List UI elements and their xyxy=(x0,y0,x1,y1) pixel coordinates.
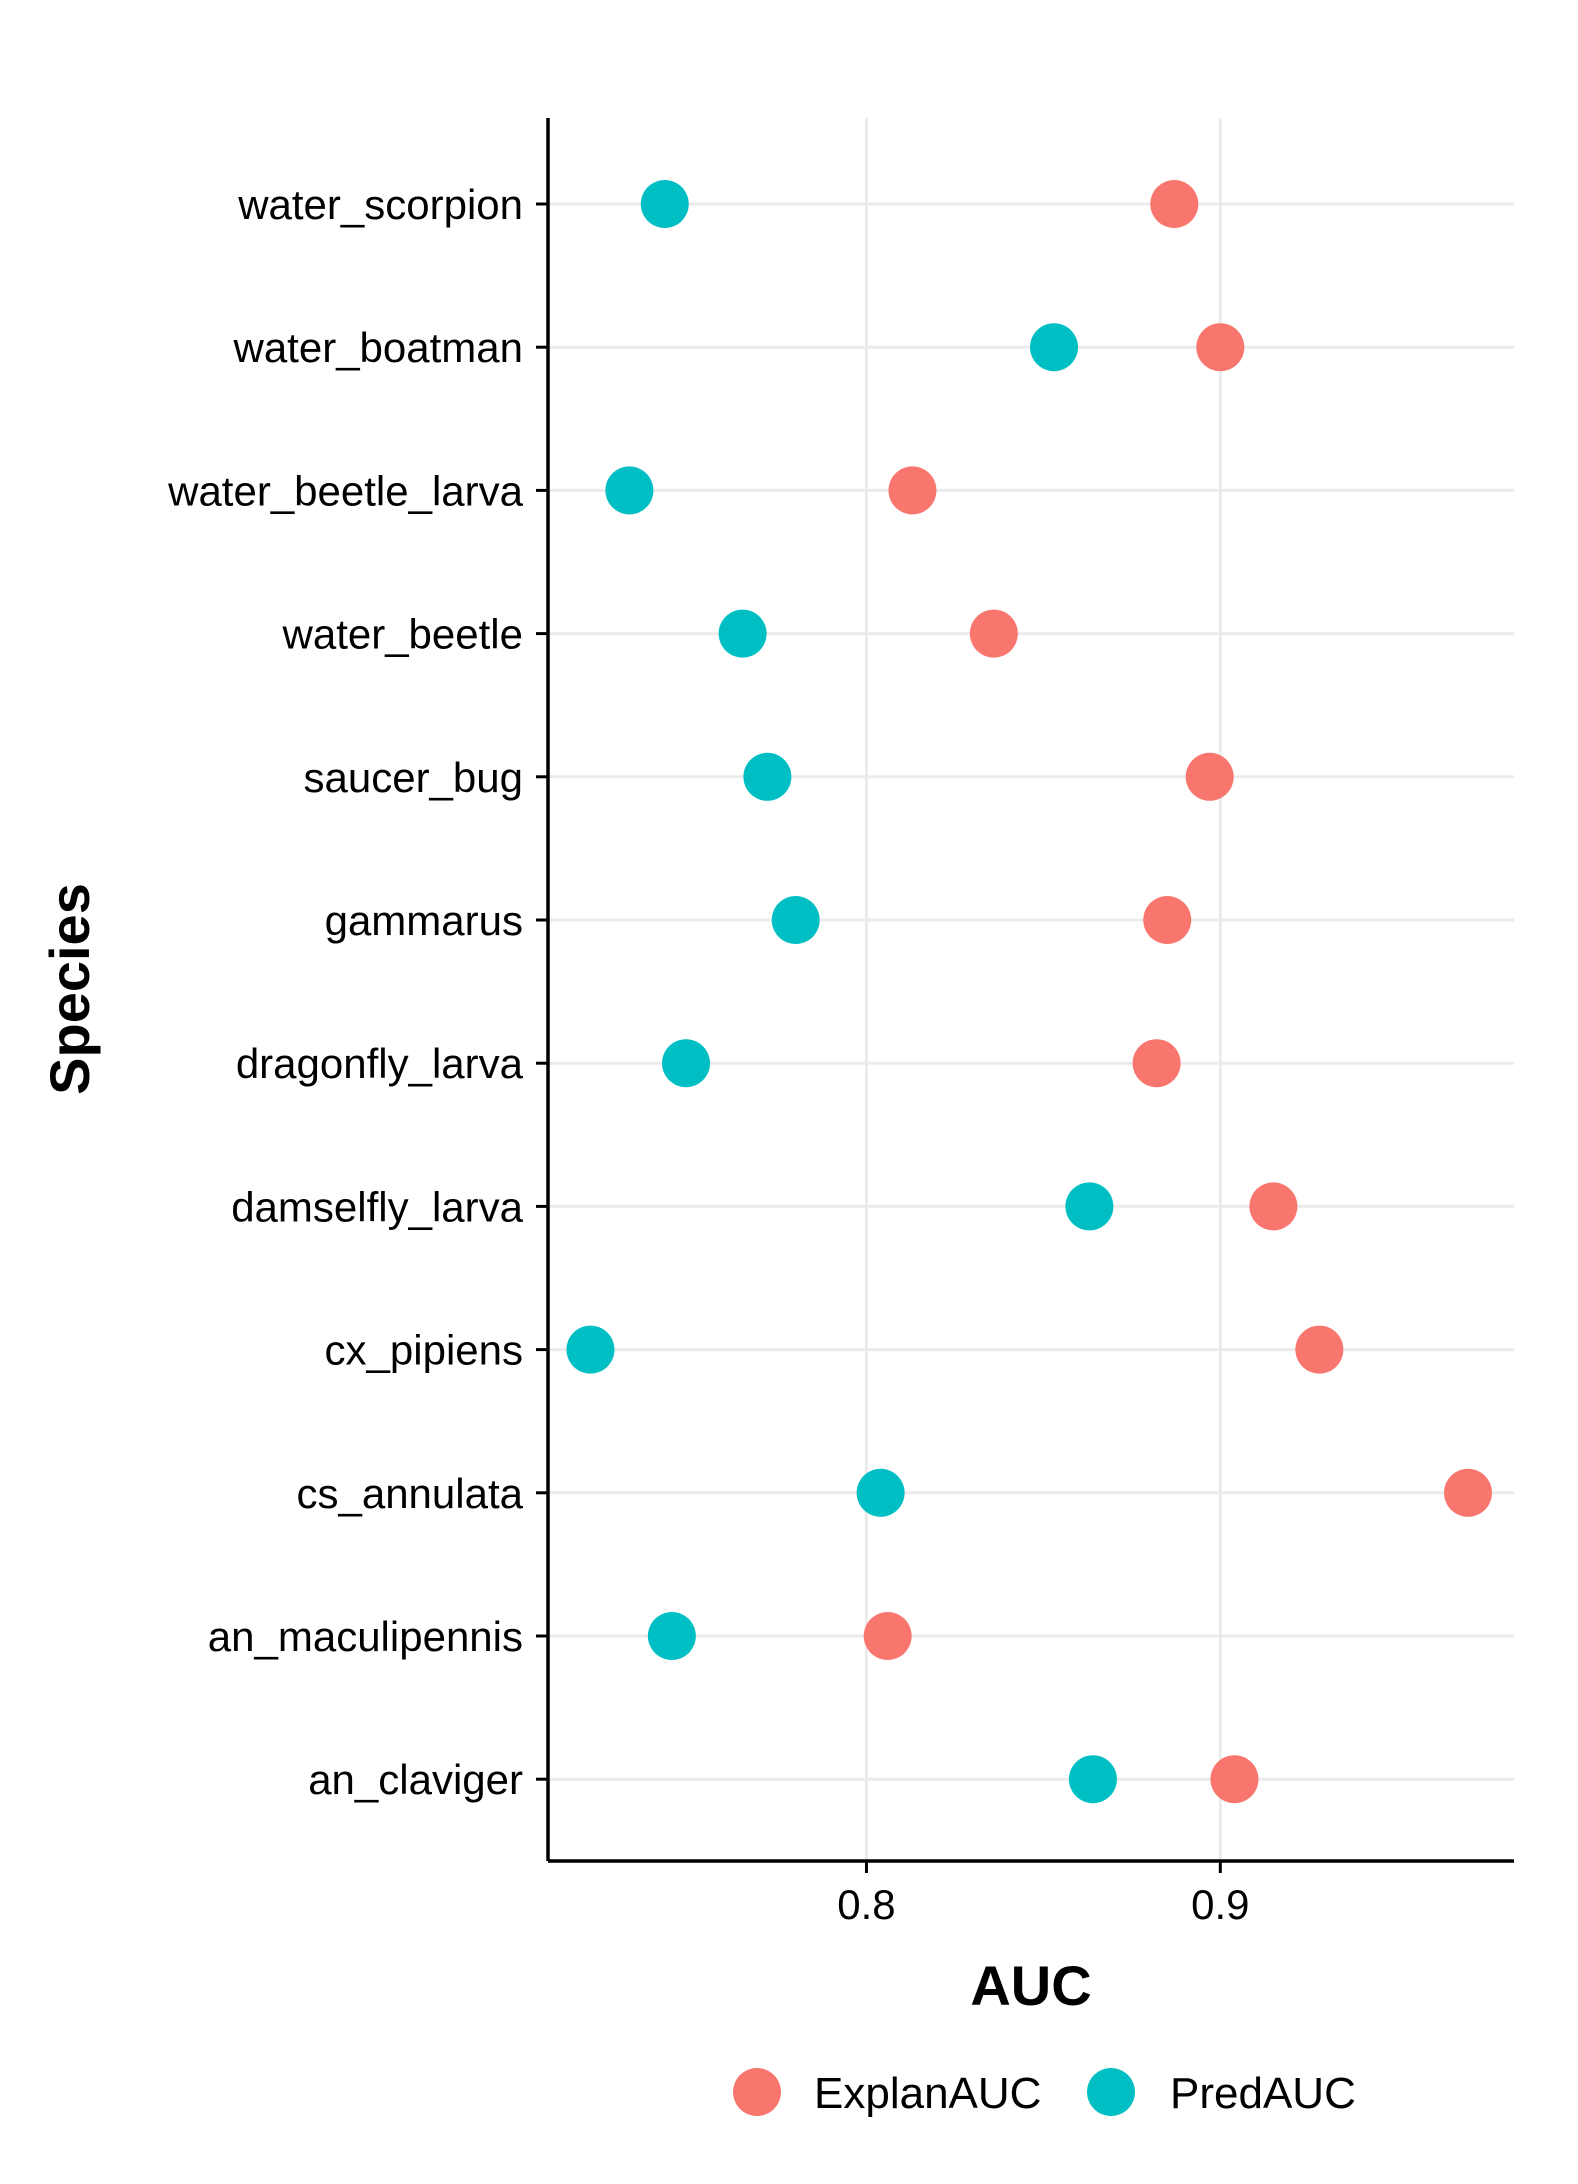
point-predauc xyxy=(640,180,689,228)
point-predauc xyxy=(1068,1755,1117,1804)
x-axis-title: AUC xyxy=(970,1954,1091,2017)
point-predauc xyxy=(647,1612,696,1660)
legend-key-predauc xyxy=(1087,2068,1135,2116)
y-tick-label: dragonfly_larva xyxy=(236,1040,524,1087)
y-tick-label: an_maculipennis xyxy=(208,1613,523,1660)
x-tick-label: 0.9 xyxy=(1191,1881,1249,1928)
gridlines xyxy=(548,118,1514,1861)
x-tick-label: 0.8 xyxy=(837,1881,895,1928)
point-explanauc xyxy=(1196,323,1245,372)
point-explanauc xyxy=(1185,752,1234,801)
point-explanauc xyxy=(1210,1755,1259,1804)
y-tick-label: cx_pipiens xyxy=(325,1327,523,1374)
data-points xyxy=(566,180,1492,1804)
y-tick-label: water_beetle xyxy=(282,611,524,658)
y-axis-title: Species xyxy=(38,883,101,1095)
y-tick-label: an_claviger xyxy=(308,1756,523,1803)
point-explanauc xyxy=(863,1612,912,1660)
point-predauc xyxy=(1030,323,1078,372)
point-explanauc xyxy=(969,609,1018,658)
point-explanauc xyxy=(1150,180,1199,228)
point-predauc xyxy=(662,1039,710,1088)
y-axis-ticks: water_scorpion water_boatman water_beetle_… xyxy=(167,181,548,1803)
point-explanauc xyxy=(1444,1468,1492,1517)
y-tick-label: saucer_bug xyxy=(304,754,524,801)
point-predauc xyxy=(743,752,792,801)
point-explanauc xyxy=(888,466,937,515)
point-predauc xyxy=(1065,1182,1114,1231)
point-predauc xyxy=(718,609,767,658)
legend-key-explanauc xyxy=(733,2068,781,2116)
legend: ExplanAUC PredAUC xyxy=(733,2068,1356,2118)
point-explanauc xyxy=(1132,1039,1181,1088)
legend-label-predauc: PredAUC xyxy=(1170,2069,1356,2118)
legend-label-explanauc: ExplanAUC xyxy=(814,2069,1041,2118)
y-tick-label: water_scorpion xyxy=(237,181,523,228)
x-axis-ticks: 0.8 0.9 xyxy=(837,1861,1250,1928)
y-tick-label: damselfly_larva xyxy=(231,1183,523,1230)
y-tick-label: cs_annulata xyxy=(296,1470,523,1517)
point-explanauc xyxy=(1295,1325,1344,1374)
y-tick-label: gammarus xyxy=(325,897,523,944)
axes xyxy=(546,118,1514,1863)
point-predauc xyxy=(856,1468,905,1517)
point-explanauc xyxy=(1249,1182,1298,1231)
y-tick-label: water_beetle_larva xyxy=(167,467,524,514)
point-predauc xyxy=(566,1325,615,1374)
point-predauc xyxy=(771,896,820,944)
point-explanauc xyxy=(1143,896,1192,944)
y-tick-label: water_boatman xyxy=(232,324,523,371)
point-predauc xyxy=(605,466,654,515)
